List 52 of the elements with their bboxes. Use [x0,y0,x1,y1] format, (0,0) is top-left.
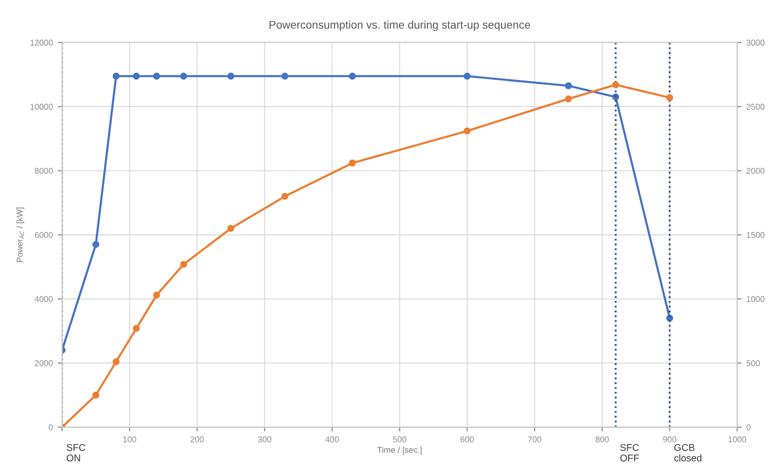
ref-line-label: SFC ON [66,444,86,462]
x-tick-label: 200 [190,436,204,442]
x-tick-label: 300 [258,436,272,442]
x-tick-label: 800 [596,436,609,442]
ref-line-label: GCB closed [674,444,702,462]
x-tick-label: 1000 [728,436,746,442]
y-tick-label: 8000 [34,168,53,174]
point [564,82,572,90]
point [112,358,120,366]
y-axis-title: Power$_{AC}$ / [kW] [16,208,24,262]
point [666,94,674,102]
point [564,95,572,102]
point [281,72,288,80]
x-tick-label: 700 [528,436,542,442]
y-tick-label: 2000 [34,360,53,366]
y-tick-label: 12000 [30,40,53,46]
y2-tick-label: 2500 [746,104,764,110]
x-tick-label: 400 [325,436,339,442]
point [112,72,120,80]
chart-title: Powerconsumption vs. time during start-up sequence [270,20,530,31]
x-tick-label: 900 [663,436,676,442]
point [180,72,188,80]
point [92,240,100,248]
point [281,192,288,200]
point [153,292,160,299]
y-tick-label: 10000 [30,104,53,110]
point [153,72,160,80]
y-tick-label: 6000 [34,232,53,238]
point [227,72,234,80]
y2-tick-label: 2000 [746,168,764,174]
ref-line-label: SFC OFF [620,444,639,462]
y2-tick-label: 1000 [746,296,764,302]
y-tick-label: 4000 [34,296,53,302]
x-tick-label: 500 [393,436,406,442]
point [132,72,140,80]
point [348,72,356,80]
x-tick-label: 100 [123,436,136,442]
y-tick-label: 0 [48,424,53,430]
point [132,324,140,332]
x-axis-title: Time / [sec.] [377,446,422,454]
point [348,160,356,166]
y2-tick-label: 500 [746,360,760,366]
x-tick-label: 600 [460,436,474,442]
point [464,127,471,134]
point [227,224,234,232]
y2-tick-label: 1500 [746,232,764,238]
point [464,72,471,80]
point [92,392,100,399]
y2-tick-label: 0 [746,424,751,430]
y2-tick-label: 3000 [746,40,764,46]
point [612,81,620,88]
point [180,260,188,268]
